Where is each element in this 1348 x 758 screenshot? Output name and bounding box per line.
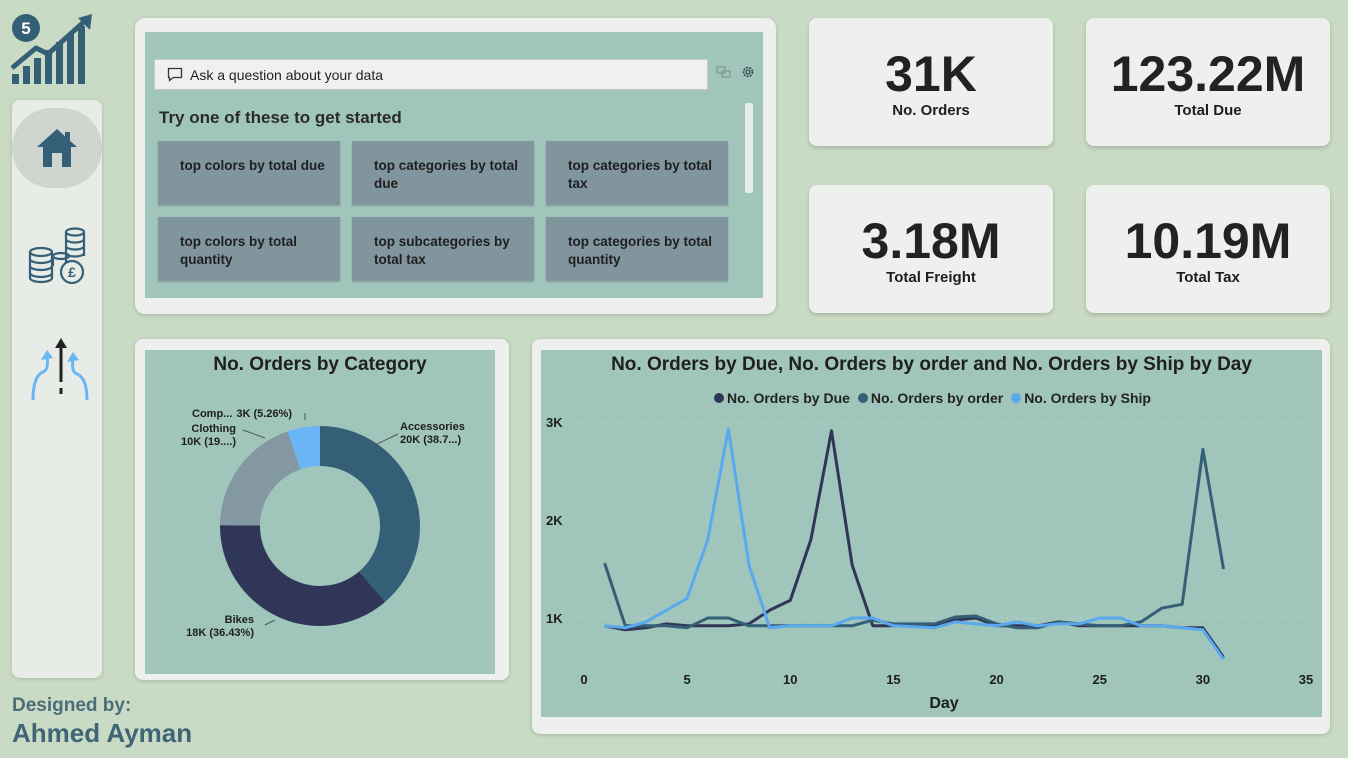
donut-label-value: 20K (38.7...) <box>400 434 462 446</box>
donut-label-name: Clothing <box>191 423 236 435</box>
donut-label-accessories: Accessories 20K (38.7...) <box>400 421 465 447</box>
kpi-card-total-due: 123.22M Total Due <box>1086 18 1330 146</box>
arrows-up-icon <box>31 338 89 401</box>
kpi-value: 10.19M <box>1124 213 1292 269</box>
logo-badge-text: 5 <box>21 19 30 38</box>
donut-label-value: 18K (36.43%) <box>186 627 254 639</box>
x-tick-label: 35 <box>1299 672 1313 687</box>
credits-label: Designed by: <box>12 695 132 716</box>
x-tick-label: 15 <box>886 672 900 687</box>
donut-label-value: 10K (19....) <box>180 436 236 448</box>
donut-leader-line <box>242 429 266 439</box>
series-line-ship[interactable] <box>604 427 1225 661</box>
line-chart-title: No. Orders by Due, No. Orders by order a… <box>611 354 1252 375</box>
donut-slice-bikes[interactable] <box>220 525 386 626</box>
legend-item-ship[interactable]: No. Orders by Ship <box>1011 390 1151 406</box>
suggestion-chip[interactable]: top colors by total due <box>158 141 340 205</box>
kpi-value: 3.18M <box>861 213 1001 269</box>
x-tick-label: 10 <box>783 672 797 687</box>
x-axis-label: Day <box>929 695 958 712</box>
line-chart: 1K 2K 3K 0 5 10 15 20 25 30 35 Day <box>546 415 1313 712</box>
growth-chart-icon: 5 <box>10 14 92 84</box>
x-tick-label: 30 <box>1196 672 1210 687</box>
y-tick-label: 2K <box>546 513 563 528</box>
suggestion-chip[interactable]: top subcategories by total tax <box>352 217 534 281</box>
donut-slice-accessories[interactable] <box>320 426 420 602</box>
kpi-value: 31K <box>885 46 977 102</box>
donut-leader-line <box>374 433 399 446</box>
legend-item-due[interactable]: No. Orders by Due <box>714 390 850 406</box>
convert-visual-icon[interactable] <box>716 64 732 82</box>
kpi-card-orders: 31K No. Orders <box>809 18 1053 146</box>
qa-toolbar <box>716 64 760 82</box>
kpi-label: Total Due <box>1174 102 1242 119</box>
qa-scrollbar[interactable] <box>745 103 753 193</box>
suggestion-chip[interactable]: top categories by total tax <box>546 141 728 205</box>
kpi-value: 123.22M <box>1110 46 1306 102</box>
y-tick-label: 3K <box>546 415 563 430</box>
suggestion-chip[interactable]: top colors by total quantity <box>158 217 340 281</box>
svg-text:£: £ <box>68 264 76 280</box>
x-tick-label: 0 <box>580 672 587 687</box>
nav-home-button[interactable] <box>12 108 102 188</box>
suggestion-chip[interactable]: top categories by total quantity <box>546 217 728 281</box>
nav-finance-button[interactable]: £ <box>22 222 92 290</box>
legend-item-order[interactable]: No. Orders by order <box>857 390 1004 406</box>
donut-label-name: Accessories <box>400 421 465 433</box>
donut-leader-line <box>264 619 276 626</box>
donut-label-bikes: Bikes 18K (36.43%) <box>186 614 254 640</box>
donut-chart <box>220 413 420 626</box>
nav-shipping-button[interactable] <box>22 334 92 406</box>
donut-slice-clothing[interactable] <box>220 431 301 526</box>
x-tick-label: 20 <box>989 672 1003 687</box>
donut-label-name: Bikes <box>224 614 254 626</box>
kpi-card-total-tax: 10.19M Total Tax <box>1086 185 1330 313</box>
x-tick-label: 5 <box>684 672 691 687</box>
series-line-order[interactable] <box>603 447 1225 630</box>
chat-bubble-icon <box>167 67 183 82</box>
donut-chart-title: No. Orders by Category <box>213 354 427 375</box>
kpi-label: Total Tax <box>1176 269 1240 286</box>
kpi-label: No. Orders <box>892 102 970 119</box>
donut-slice-comp[interactable] <box>287 426 320 470</box>
legend-label: No. Orders by Due <box>727 390 850 406</box>
kpi-card-total-freight: 3.18M Total Freight <box>809 185 1053 313</box>
x-tick-label: 25 <box>1092 672 1106 687</box>
qa-suggestions-heading: Try one of these to get started <box>159 108 402 127</box>
qa-input-placeholder: Ask a question about your data <box>190 66 384 83</box>
donut-label-components: Comp... 3K (5.26%) <box>192 408 292 421</box>
kpi-label: Total Freight <box>886 269 976 286</box>
donut-label-clothing: Clothing 10K (19....) <box>172 423 236 449</box>
home-icon <box>37 129 77 167</box>
logo: 5 <box>8 10 98 88</box>
line-chart-legend: No. Orders by Due No. Orders by order No… <box>714 390 1151 406</box>
legend-label: No. Orders by Ship <box>1024 390 1151 406</box>
credits-author: Ahmed Ayman <box>12 718 193 748</box>
y-tick-label: 1K <box>546 611 563 626</box>
donut-label-name: Comp... <box>192 408 233 420</box>
qa-question-input[interactable]: Ask a question about your data <box>154 59 708 90</box>
legend-label: No. Orders by order <box>870 390 1004 406</box>
gear-icon[interactable] <box>740 64 756 82</box>
donut-label-value: 3K (5.26%) <box>236 408 292 420</box>
coins-pound-icon: £ <box>28 227 86 285</box>
logo-badge-circle <box>12 14 40 42</box>
suggestion-chip[interactable]: top categories by total due <box>352 141 534 205</box>
